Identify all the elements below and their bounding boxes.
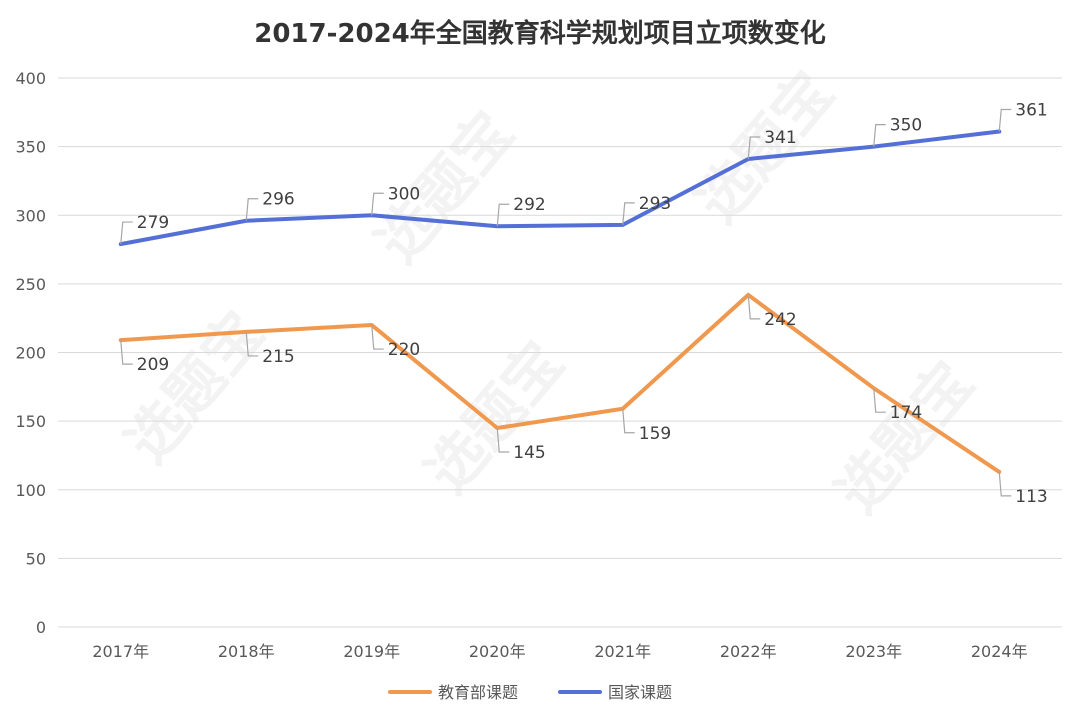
chart-title: 2017-2024年全国教育科学规划项目立项数变化: [254, 18, 826, 49]
legend-label: 教育部课题: [438, 683, 518, 702]
data-label: 113: [1015, 487, 1047, 507]
leader-line: [998, 108, 1012, 132]
y-tick-label: 150: [15, 412, 46, 431]
y-tick-label: 300: [15, 206, 46, 225]
x-tick-label: 2017年: [92, 642, 149, 661]
legend-item[interactable]: 教育部课题: [388, 683, 518, 702]
legend-item[interactable]: 国家课题: [558, 683, 672, 702]
y-tick-label: 350: [15, 138, 46, 157]
data-label: 159: [639, 424, 671, 444]
leader-line: [747, 294, 761, 320]
data-label: 341: [764, 128, 796, 148]
data-label: 279: [137, 213, 169, 233]
data-label: 174: [890, 403, 922, 423]
series-lines: [118, 129, 1002, 474]
data-label: 292: [513, 195, 545, 215]
x-tick-label: 2018年: [218, 642, 275, 661]
leader-line: [747, 136, 761, 160]
y-tick-label: 200: [15, 344, 46, 363]
watermark-text: 选题宝: [113, 299, 277, 476]
leader-line: [998, 471, 1012, 497]
leader-line: [120, 221, 133, 245]
leader-line: [873, 124, 886, 147]
series-line: [118, 129, 1002, 247]
y-tick-label: 50: [26, 549, 46, 568]
y-tick-label: 250: [15, 275, 46, 294]
leader-line: [245, 198, 259, 221]
y-gridlines: [58, 77, 1062, 628]
leader-line: [496, 203, 510, 227]
leader-line: [496, 427, 510, 453]
data-label: 220: [388, 340, 420, 360]
leader-line: [873, 388, 886, 413]
y-tick-label: 400: [15, 69, 46, 88]
series-line: [118, 292, 1002, 474]
leader-line: [245, 331, 259, 357]
leader-line: [622, 408, 635, 434]
x-tick-label: 2021年: [594, 642, 651, 661]
legend-label: 国家课题: [608, 683, 672, 702]
leader-line: [120, 340, 133, 365]
data-label: 209: [137, 355, 169, 375]
x-tick-label: 2022年: [720, 642, 777, 661]
data-label: 350: [890, 116, 922, 136]
data-label: 296: [262, 190, 294, 210]
data-label: 242: [764, 310, 796, 330]
data-label: 145: [513, 443, 545, 463]
data-label: 293: [639, 194, 671, 214]
data-label: 361: [1015, 101, 1047, 121]
leader-line: [371, 325, 384, 350]
x-tick-label: 2023年: [845, 642, 902, 661]
y-tick-label: 100: [15, 481, 46, 500]
y-axis-ticks: 0 50 100 150 200 250 300 350 400: [15, 69, 46, 637]
legend[interactable]: 教育部课题 国家课题: [388, 683, 672, 702]
data-labels: 209 215 220 145 159 242 174 113 279 296 300 292 293 3…: [120, 101, 1048, 507]
x-tick-label: 2024年: [971, 642, 1028, 661]
data-label: 300: [388, 184, 420, 204]
leader-line: [622, 202, 635, 225]
y-tick-label: 0: [36, 618, 46, 637]
leader-line: [371, 192, 384, 216]
data-label: 215: [262, 347, 294, 367]
x-tick-label: 2020年: [469, 642, 526, 661]
x-axis-ticks: 2017年 2018年 2019年 2020年 2021年 2022年 2023年 2024年: [92, 642, 1027, 661]
x-tick-label: 2019年: [343, 642, 400, 661]
watermark-text: 选题宝: [413, 329, 577, 506]
watermark-text: 选题宝: [823, 349, 987, 526]
